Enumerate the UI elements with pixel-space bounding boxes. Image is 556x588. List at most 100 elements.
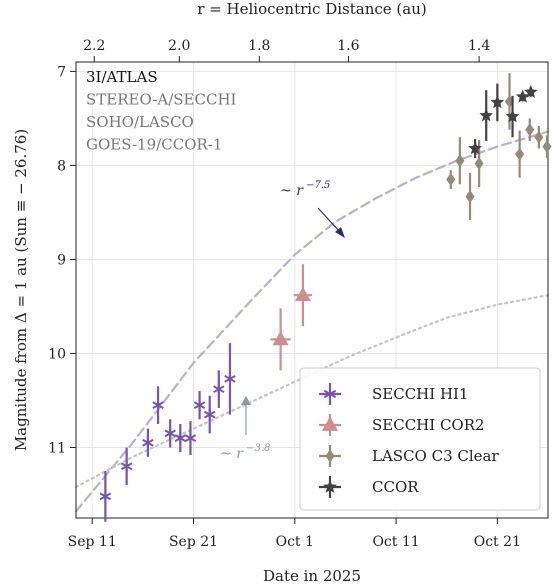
legend-marker-arm [323,389,337,399]
marker-arm [213,385,225,394]
annotation-line: 3I/ATLAS [86,68,158,86]
steep-base: r [296,183,304,199]
steep-exponent: −7.5 [303,180,330,191]
legend-label: SECCHI HI1 [372,385,469,403]
legend-entry: SECCHI HI1 [319,383,469,405]
data-point [164,419,176,448]
legend-box [299,367,541,511]
marker-arm [184,434,197,442]
series-lasco-c3-clear [446,73,552,220]
annotation-line: STEREO-A/SECCHI [86,91,237,109]
data-point [213,370,225,408]
series-secchi-cor2 [270,264,312,371]
marker-arm [193,401,206,410]
steep-arrow-head [335,227,345,238]
y-tick-label: 9 [57,252,66,268]
data-point [465,172,475,220]
marker-arm [99,492,112,501]
marker-shape [479,108,493,122]
series-secchi-hi1 [99,343,236,522]
data-point [534,125,544,149]
data-point [193,391,206,420]
y-axis-title: Magnitude from Δ = 1 au (Sun ≡ − 26.76) [12,129,30,451]
top-axis: 2.2 2.0 1.8 1.6 1.4 [83,38,490,62]
data-point [468,139,482,158]
object-annotation: 3I/ATLAS STEREO-A/SECCHI SOHO/LASCO GOES-19… [86,68,237,154]
data-point [505,95,520,138]
data-point [152,386,164,424]
marker-shape [455,154,465,168]
marker-shape [542,140,552,154]
data-point [542,135,552,158]
legend-label: LASCO C3 Clear [372,447,499,465]
marker-shape [468,141,482,155]
top-tick-label: 1.4 [468,38,490,54]
plot-frame [75,61,549,519]
data-point [174,423,187,453]
data-point [224,343,236,415]
marker-arm [142,438,154,447]
data-point [142,428,154,457]
data-point [479,90,493,141]
marker-shape [446,173,456,187]
legend-entry: CCOR [319,476,419,498]
marker-shape [272,330,289,346]
steep-prefix: ~ [280,183,296,199]
steep-power-label-text: ~ r −7.5 [280,180,330,199]
data-point [99,470,112,522]
marker-arm [203,410,216,419]
marker-shape [490,95,505,109]
shallow-power-law-label: ~ r −3.8 [220,396,270,462]
marker-shape [515,89,530,103]
data-point [525,118,535,141]
legend-label: SECCHI COR2 [372,416,485,434]
data-point [455,137,465,185]
steep-model-curve [74,130,550,513]
y-tick-label: 11 [48,440,66,456]
marker-shape [525,123,535,137]
steep-arrow-shaft [317,207,341,233]
top-tick-label: 2.0 [168,38,190,54]
marker-shape [505,109,520,123]
shallow-base: r [236,446,244,462]
marker-arm [120,462,133,471]
top-tick-label: 2.2 [83,38,105,54]
data-point [184,421,197,456]
x-tick-label: Oct 1 [276,534,314,550]
x-axis-title: Date in 2025 [263,567,361,585]
data-point [203,395,216,434]
y-axis: 7 8 9 10 11 [48,64,76,456]
data-point [524,84,538,98]
steep-power-law-label: ~ r −7.5 [280,180,345,238]
top-axis-title: r = Heliocentric Distance (au) [197,0,426,18]
data-point [120,447,133,486]
x-axis: Sep 11 Sep 21 Oct 1 Oct 11 Oct 21 [68,518,521,550]
top-tick-label: 1.6 [337,38,359,54]
marker-shape [294,286,311,302]
shallow-exponent: −3.8 [243,443,270,454]
annotation-line: SOHO/LASCO [86,113,194,131]
x-tick-label: Sep 21 [169,534,218,550]
x-tick-label: Oct 11 [372,534,419,550]
legend-marker-shape [323,479,337,493]
legend: SECCHI HI1 SECCHI COR2 LASCO C3 Clear CCOR [299,367,541,511]
top-tick-label: 1.8 [248,38,270,54]
marker-shape [524,84,538,98]
shallow-prefix: ~ [220,446,236,462]
data-point [490,83,505,122]
legend-entry: SECCHI COR2 [319,414,485,436]
marker-arm [224,374,236,383]
marker-arm [174,434,187,442]
shallow-power-label-text: ~ r −3.8 [220,443,270,462]
marker-shape [465,189,475,203]
x-tick-label: Oct 21 [474,534,521,550]
legend-entry: LASCO C3 Clear [319,445,499,467]
shallow-arrow-head [241,396,251,405]
data-point [515,89,530,103]
legend-marker-shape [325,449,335,463]
legend-marker-shape [321,416,339,431]
y-tick-label: 7 [57,64,66,80]
legend-label: CCOR [372,478,419,496]
data-point [446,170,456,189]
